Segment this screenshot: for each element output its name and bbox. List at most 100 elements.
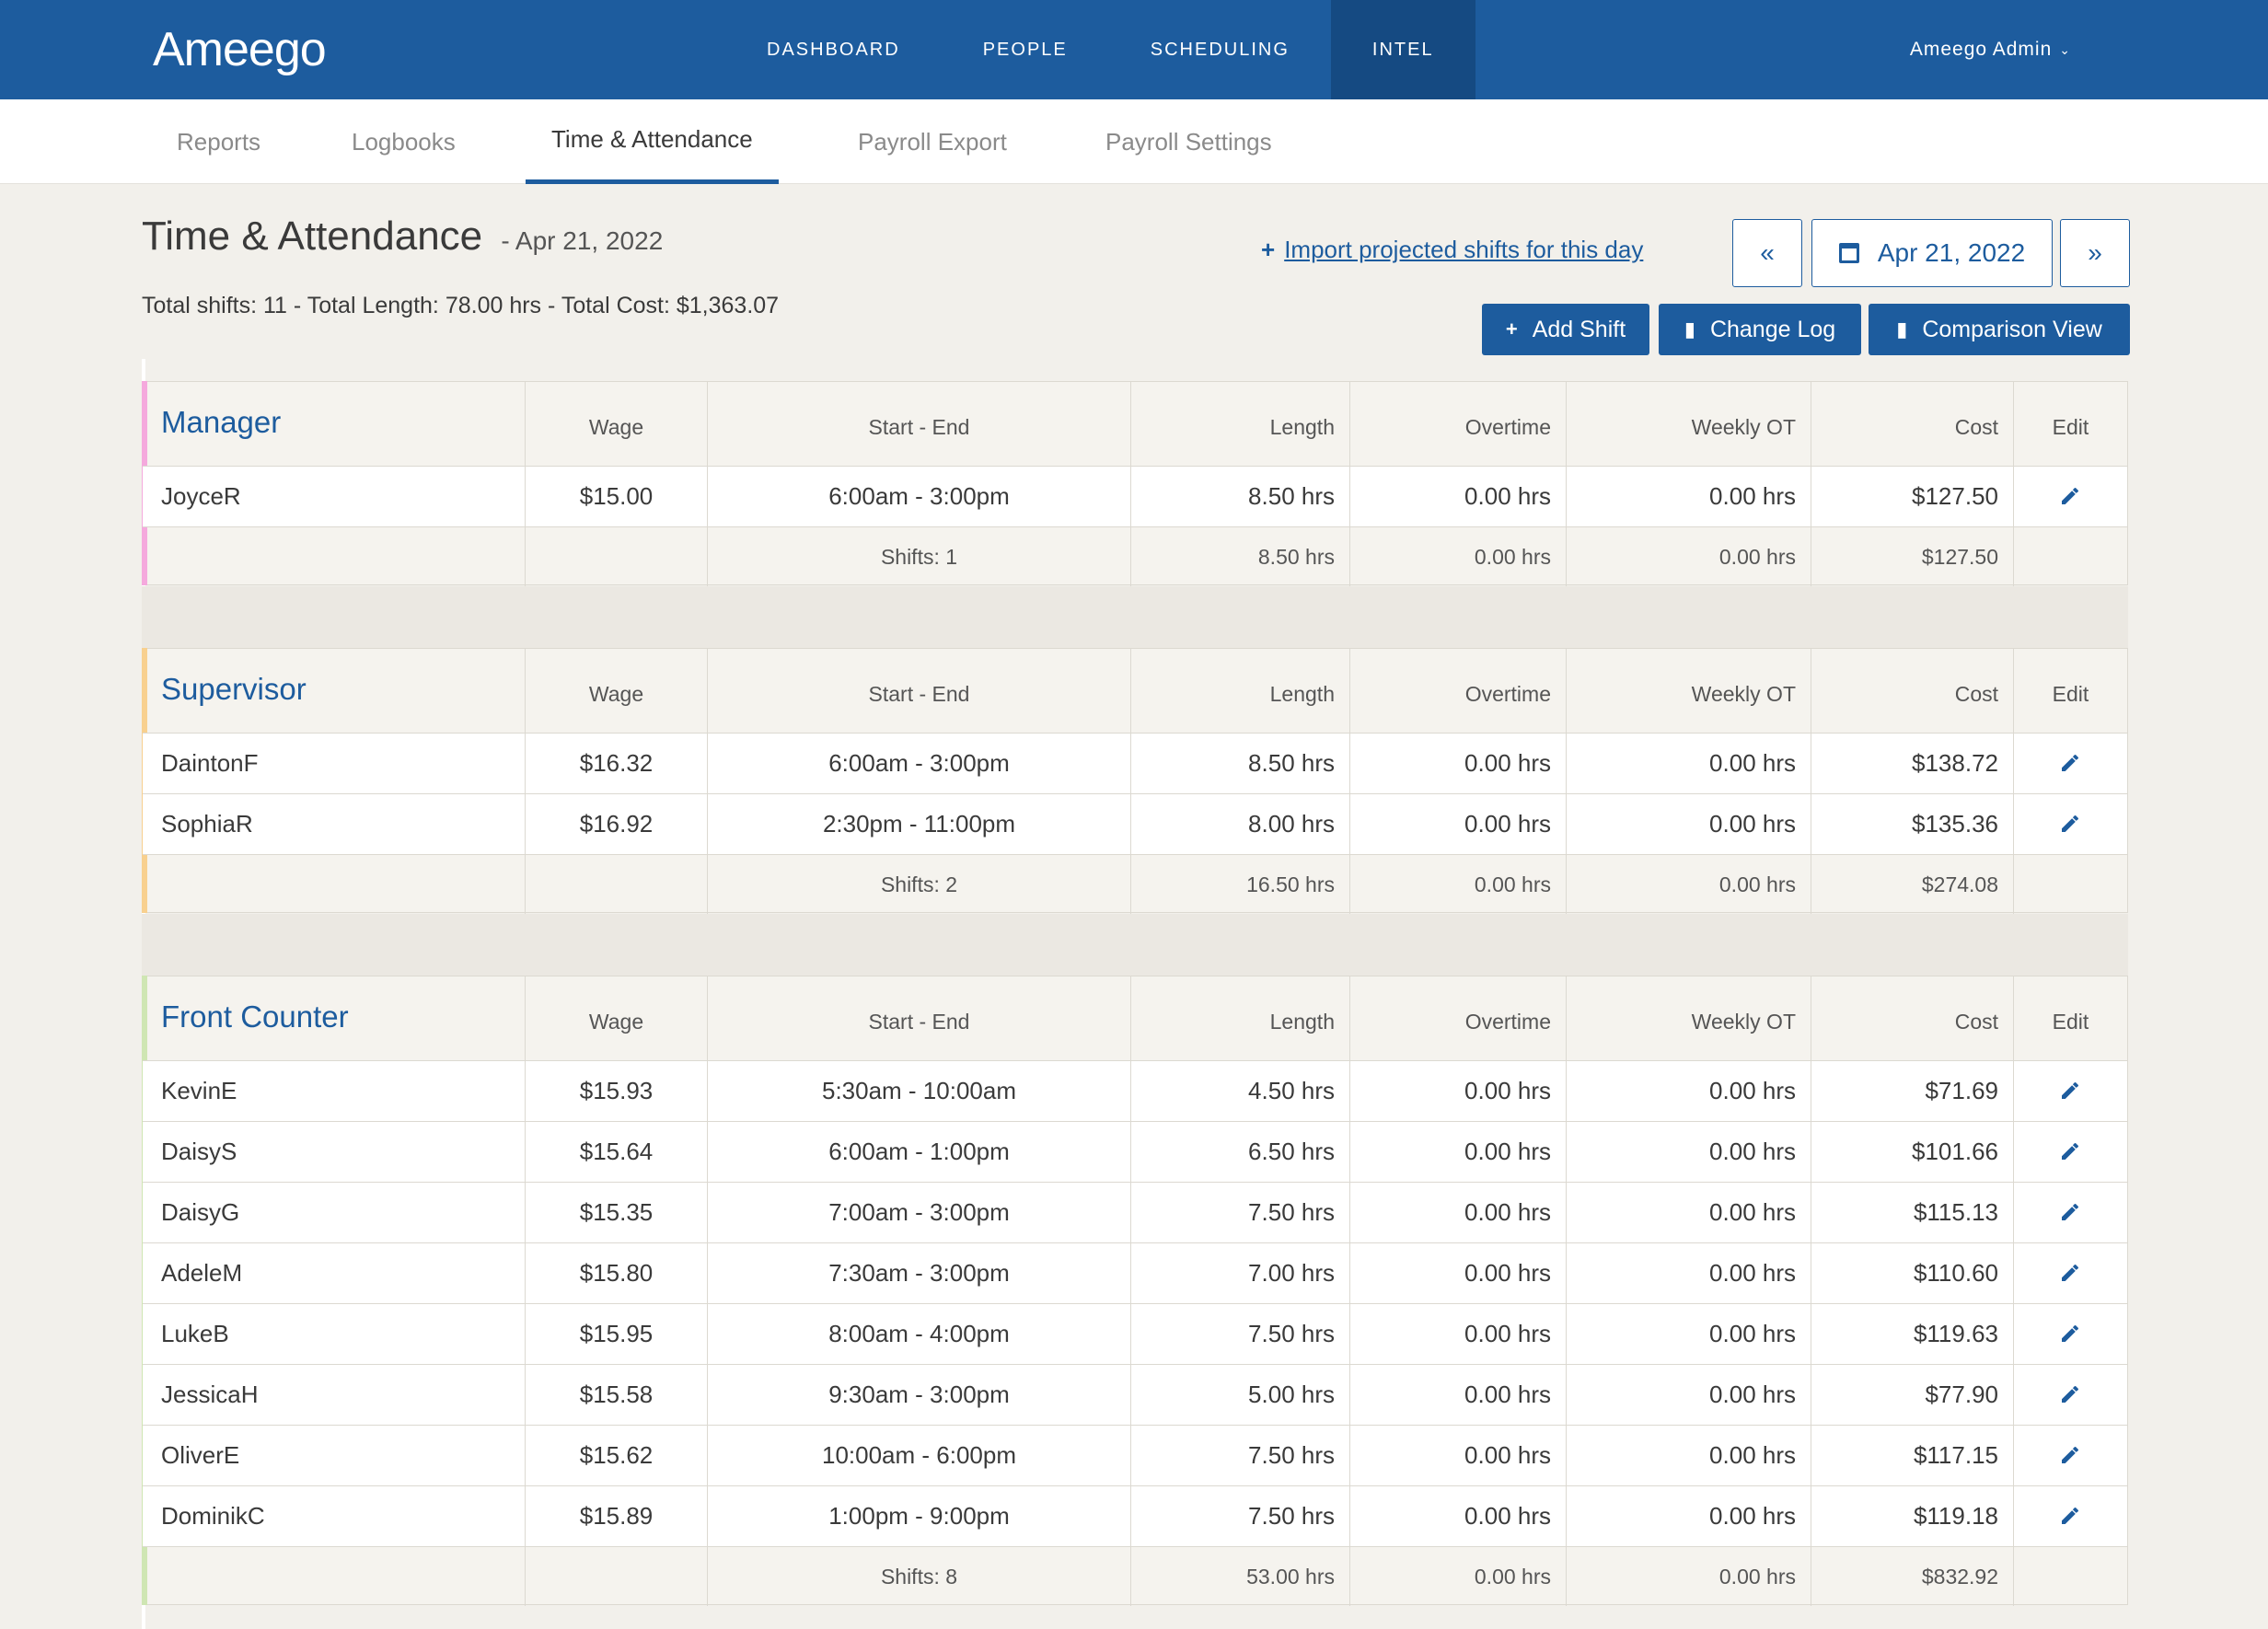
edit-cell: [2014, 1061, 2127, 1121]
change-log-button[interactable]: ▮ Change Log: [1659, 304, 1861, 355]
summary-blank: [2014, 527, 2127, 586]
cost-cell: $127.50: [1811, 467, 2014, 526]
calendar-icon: [1838, 243, 1859, 263]
book-icon: ▮: [1896, 318, 1908, 341]
summary-length: 16.50 hrs: [1131, 855, 1350, 914]
weekly-ot-cell: 0.00 hrs: [1567, 794, 1811, 854]
employee-name: DaisyG: [143, 1183, 526, 1242]
summary-blank: [143, 527, 526, 586]
pencil-icon[interactable]: [2059, 813, 2083, 837]
summary-cost: $127.50: [1811, 527, 2014, 586]
wage-cell: $15.89: [526, 1486, 708, 1546]
summary-weekly-ot: 0.00 hrs: [1567, 527, 1811, 586]
wage-cell: $15.93: [526, 1061, 708, 1121]
tab-payroll-settings[interactable]: Payroll Settings: [1105, 127, 1272, 156]
edit-cell: [2014, 1304, 2127, 1364]
employee-name: OliverE: [143, 1426, 526, 1485]
summary-blank: [2014, 1547, 2127, 1606]
pencil-icon[interactable]: [2059, 752, 2083, 776]
weekly-ot-cell: 0.00 hrs: [1567, 1183, 1811, 1242]
shift-group: Supervisor Wage Start - End Length Overtime W…: [142, 648, 2128, 914]
nav-dashboard[interactable]: DASHBOARD: [767, 39, 900, 60]
add-shift-button[interactable]: + Add Shift: [1482, 304, 1649, 355]
length-cell: 7.50 hrs: [1131, 1304, 1350, 1364]
comparison-view-button[interactable]: ▮ Comparison View: [1869, 304, 2130, 355]
edit-cell: [2014, 1365, 2127, 1425]
weekly-ot-cell: 0.00 hrs: [1567, 1122, 1811, 1182]
cost-cell: $115.13: [1811, 1183, 2014, 1242]
cost-cell: $119.18: [1811, 1486, 2014, 1546]
pencil-icon[interactable]: [2059, 1505, 2083, 1529]
group-title: Supervisor: [143, 649, 526, 733]
weekly-ot-cell: 0.00 hrs: [1567, 1304, 1811, 1364]
wage-cell: $16.92: [526, 794, 708, 854]
user-name: Ameego Admin: [1909, 39, 2053, 60]
cost-cell: $135.36: [1811, 794, 2014, 854]
summary-cost: $274.08: [1811, 855, 2014, 914]
group-summary-row: Shifts: 8 53.00 hrs 0.00 hrs 0.00 hrs $832.9…: [143, 1547, 2127, 1606]
pencil-icon[interactable]: [2059, 1383, 2083, 1407]
weekly-ot-cell: 0.00 hrs: [1567, 1365, 1811, 1425]
group-header-row: Manager Wage Start - End Length Overtime Week…: [143, 382, 2127, 467]
weekly-ot-cell: 0.00 hrs: [1567, 467, 1811, 526]
date-picker-button[interactable]: Apr 21, 2022: [1811, 219, 2053, 287]
summary-shifts: Shifts: 8: [708, 1547, 1131, 1606]
table-row: AdeleM $15.80 7:30am - 3:00pm 7.00 hrs 0.00 …: [143, 1243, 2127, 1304]
table-row: JoyceR $15.00 6:00am - 3:00pm 8.50 hrs 0.00 …: [143, 467, 2127, 527]
col-header-length: Length: [1131, 976, 1350, 1060]
pencil-icon[interactable]: [2059, 1201, 2083, 1225]
col-header-edit: Edit: [2052, 415, 2089, 439]
tab-reports[interactable]: Reports: [177, 127, 261, 156]
shift-group: Manager Wage Start - End Length Overtime Week…: [142, 381, 2128, 586]
employee-name: SophiaR: [143, 794, 526, 854]
employee-name: JoyceR: [143, 467, 526, 526]
overtime-cell: 0.00 hrs: [1350, 794, 1567, 854]
import-projected-shifts-link[interactable]: + Import projected shifts for this day: [1261, 236, 1643, 264]
tab-payroll-export[interactable]: Payroll Export: [858, 127, 1007, 156]
tab-time-attendance[interactable]: Time & Attendance: [526, 99, 779, 184]
start-end-cell: 6:00am - 3:00pm: [708, 734, 1131, 793]
pencil-icon[interactable]: [2059, 485, 2083, 509]
pencil-icon[interactable]: [2059, 1140, 2083, 1164]
table-row: KevinE $15.93 5:30am - 10:00am 4.50 hrs 0.00…: [143, 1061, 2127, 1122]
table-row: DaintonF $16.32 6:00am - 3:00pm 8.50 hrs 0.0…: [143, 734, 2127, 794]
weekly-ot-cell: 0.00 hrs: [1567, 1426, 1811, 1485]
overtime-cell: 0.00 hrs: [1350, 1426, 1567, 1485]
col-header-edit: Edit: [2052, 1010, 2089, 1034]
totals-summary: Total shifts: 11 - Total Length: 78.00 h…: [142, 293, 780, 318]
summary-shifts: Shifts: 1: [708, 527, 1131, 586]
summary-shifts: Shifts: 2: [708, 855, 1131, 914]
overtime-cell: 0.00 hrs: [1350, 734, 1567, 793]
nav-people[interactable]: PEOPLE: [982, 39, 1068, 60]
user-menu[interactable]: Ameego Admin ⌄: [1910, 0, 2071, 99]
pencil-icon[interactable]: [2059, 1262, 2083, 1286]
employee-name: DaintonF: [143, 734, 526, 793]
page-title-text: Time & Attendance: [142, 214, 483, 259]
tab-logbooks[interactable]: Logbooks: [352, 127, 456, 156]
plus-icon: +: [1505, 318, 1518, 341]
summary-weekly-ot: 0.00 hrs: [1567, 855, 1811, 914]
col-header-length: Length: [1131, 382, 1350, 466]
weekly-ot-cell: 0.00 hrs: [1567, 734, 1811, 793]
next-day-button[interactable]: »: [2060, 219, 2130, 287]
pencil-icon[interactable]: [2059, 1323, 2083, 1346]
summary-overtime: 0.00 hrs: [1350, 1547, 1567, 1606]
prev-day-button[interactable]: «: [1732, 219, 1802, 287]
nav-scheduling[interactable]: SCHEDULING: [1150, 39, 1290, 60]
pencil-icon[interactable]: [2059, 1080, 2083, 1103]
col-header-weekly-ot: Weekly OT: [1567, 382, 1811, 466]
length-cell: 5.00 hrs: [1131, 1365, 1350, 1425]
length-cell: 4.50 hrs: [1131, 1061, 1350, 1121]
wage-cell: $15.00: [526, 467, 708, 526]
logo-text: Ameego: [153, 23, 327, 76]
ameego-logo[interactable]: Ameego: [153, 22, 327, 77]
wage-cell: $16.32: [526, 734, 708, 793]
start-end-cell: 8:00am - 4:00pm: [708, 1304, 1131, 1364]
group-separator: [142, 586, 2128, 648]
pencil-icon[interactable]: [2059, 1444, 2083, 1468]
summary-blank: [526, 527, 708, 586]
plus-icon: +: [1261, 236, 1276, 263]
start-end-cell: 2:30pm - 11:00pm: [708, 794, 1131, 854]
cost-cell: $77.90: [1811, 1365, 2014, 1425]
nav-intel[interactable]: INTEL: [1330, 0, 1475, 99]
